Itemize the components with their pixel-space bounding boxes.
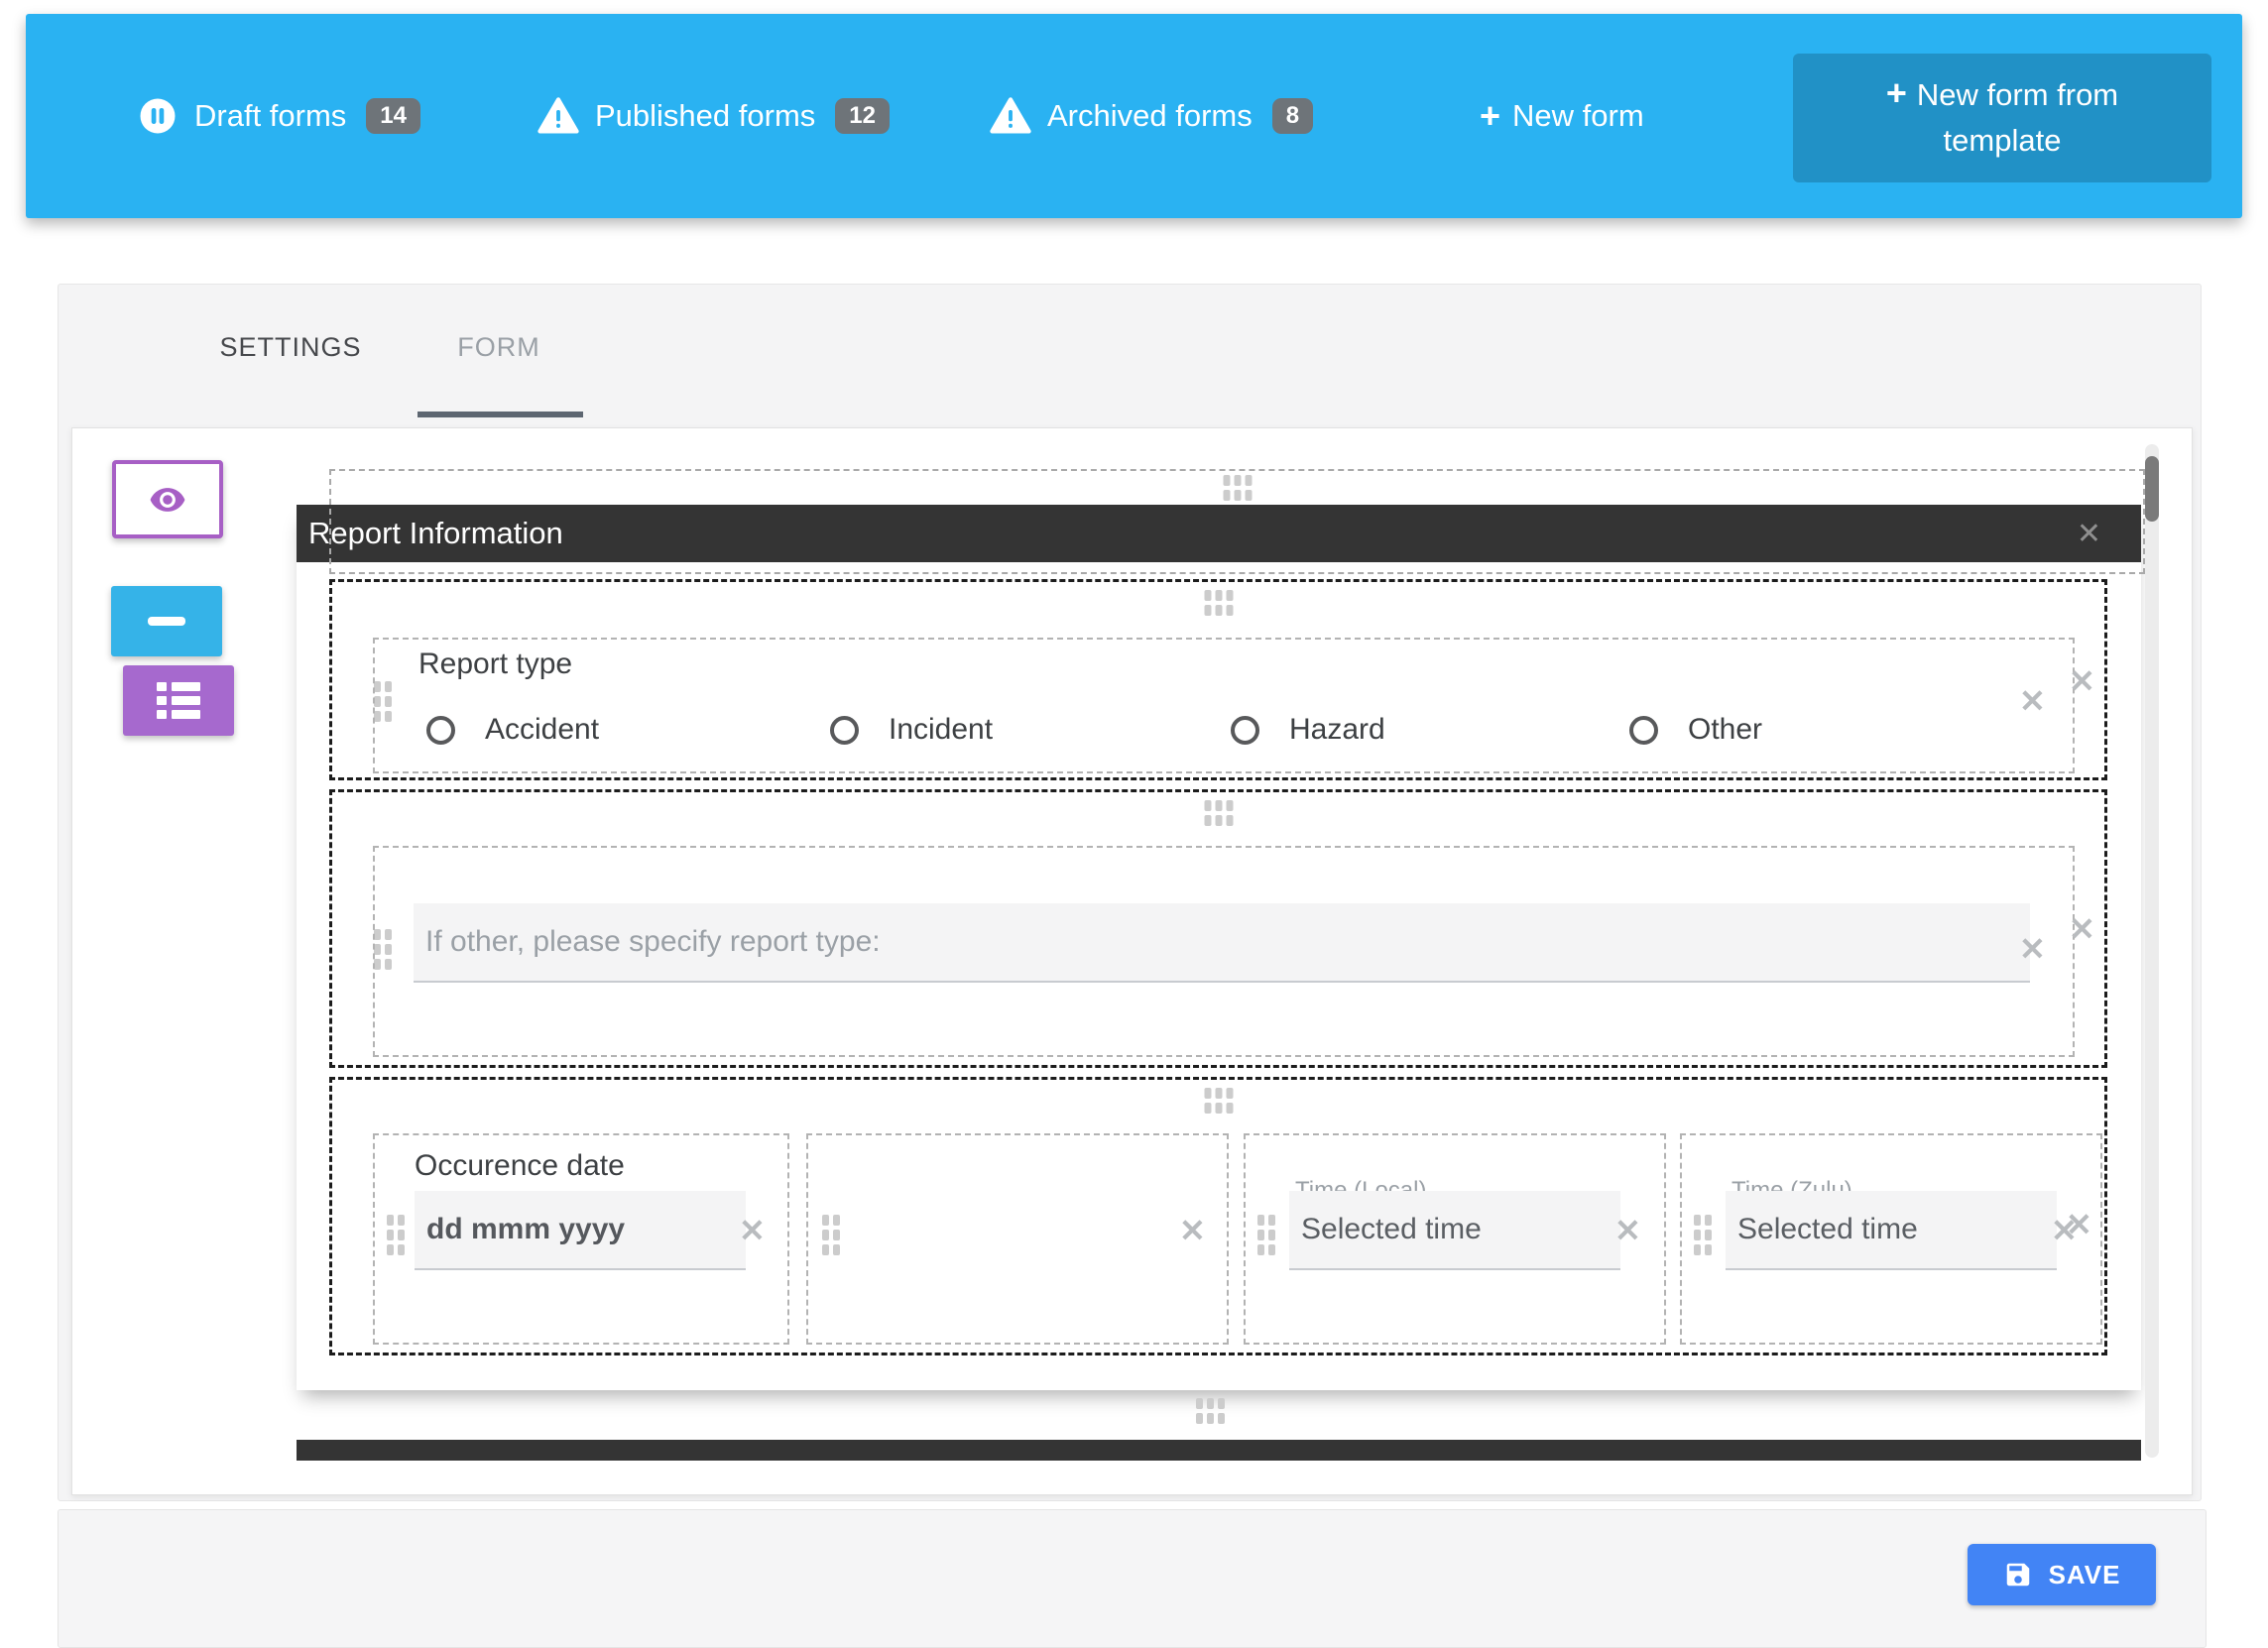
time-zulu-column: Time (Zulu) ✕ (1680, 1133, 2102, 1345)
radio-label: Hazard (1289, 713, 1385, 746)
drag-handle[interactable] (1257, 1215, 1275, 1255)
time-local-input[interactable] (1289, 1191, 1620, 1270)
report-type-element: Report type Accident Incident Hazard Oth… (373, 638, 2075, 773)
drag-handle[interactable] (822, 1215, 840, 1255)
other-specify-input[interactable] (414, 903, 2030, 983)
form-editor-card: SETTINGS FORM Report Information ✕ (58, 284, 2202, 1501)
preview-button[interactable] (112, 460, 223, 538)
warning-triangle-icon (990, 97, 1031, 134)
nav-archived-forms-label: Archived forms (1047, 98, 1253, 133)
tab-settings[interactable]: SETTINGS (219, 332, 362, 362)
radio-icon[interactable] (830, 715, 859, 745)
nav-archived-forms[interactable]: Archived forms 8 (990, 14, 1314, 218)
row-other-specify: ✕ ✕ (329, 789, 2107, 1068)
drag-handle[interactable] (1694, 1215, 1712, 1255)
occurence-date-column: Occurence date ✕ (373, 1133, 789, 1345)
other-specify-element (373, 846, 2075, 1057)
drag-handle[interactable] (1204, 800, 1233, 826)
radio-option-other[interactable]: Other (1629, 713, 1762, 747)
drag-handle[interactable] (374, 929, 392, 970)
remove-element-icon[interactable]: ✕ (739, 1213, 766, 1248)
drag-handle[interactable] (1223, 475, 1252, 501)
radio-icon[interactable] (1231, 715, 1259, 745)
remove-element-icon[interactable]: ✕ (1614, 1213, 1641, 1248)
nav-published-forms[interactable]: Published forms 12 (537, 14, 890, 218)
nav-draft-forms-label: Draft forms (194, 98, 347, 133)
save-icon (2006, 1563, 2029, 1587)
drag-handle[interactable] (374, 681, 392, 722)
panel-title: Report Information (308, 516, 563, 550)
eye-icon (150, 487, 185, 512)
row-report-type: Report type Accident Incident Hazard Oth… (329, 579, 2107, 780)
form-builder-canvas: Report Information ✕ Report type Acciden… (71, 427, 2193, 1495)
remove-element-icon[interactable]: ✕ (1179, 1213, 1206, 1248)
next-panel-header-clipped (297, 1440, 2141, 1461)
plus-icon: + (1480, 95, 1501, 136)
remove-element-icon[interactable]: ✕ (2019, 683, 2046, 719)
add-table-button[interactable] (123, 665, 234, 736)
occurence-date-input[interactable] (415, 1191, 746, 1270)
remove-row-icon[interactable]: ✕ (2069, 663, 2095, 699)
drag-handle[interactable] (1204, 1088, 1233, 1114)
close-icon[interactable]: ✕ (2076, 518, 2101, 550)
radio-option-hazard[interactable]: Hazard (1231, 713, 1385, 747)
remove-element-icon[interactable]: ✕ (2019, 931, 2046, 967)
list-icon (157, 682, 200, 719)
active-tab-indicator (418, 412, 583, 417)
nav-draft-forms[interactable]: Draft forms 14 (137, 14, 420, 218)
drag-handle[interactable] (1204, 590, 1233, 616)
remove-element-icon[interactable]: ✕ (2051, 1213, 2078, 1248)
canvas-scrollbar-thumb[interactable] (2145, 456, 2159, 522)
new-form-label: New form (1512, 98, 1644, 133)
radio-option-incident[interactable]: Incident (830, 713, 993, 747)
radio-option-accident[interactable]: Accident (426, 713, 599, 747)
radio-icon[interactable] (1629, 715, 1658, 745)
pause-circle-icon (140, 98, 176, 134)
remove-row-icon[interactable]: ✕ (2066, 1207, 2092, 1242)
archived-forms-count-badge: 8 (1271, 98, 1314, 134)
plus-icon: + (1885, 72, 1907, 113)
draft-forms-count-badge: 14 (366, 98, 420, 134)
top-header-bar: Draft forms 14 Published forms 12 Archiv… (26, 14, 2242, 218)
save-button[interactable]: SAVE (1968, 1544, 2156, 1605)
panel-header: Report Information ✕ (297, 505, 2141, 562)
empty-column: ✕ (806, 1133, 1229, 1345)
minus-icon (148, 617, 185, 626)
radio-icon[interactable] (426, 715, 455, 745)
radio-label: Incident (889, 713, 994, 746)
remove-row-icon[interactable]: ✕ (2069, 911, 2095, 947)
time-local-column: Time (Local) ✕ (1244, 1133, 1666, 1345)
new-form-from-template-label: New form from template (1916, 77, 2119, 158)
nav-published-forms-label: Published forms (595, 98, 816, 133)
new-form-button[interactable]: + New form (1480, 14, 1644, 218)
report-type-label: Report type (418, 647, 573, 680)
canvas-scrollbar-track[interactable] (2145, 444, 2159, 1458)
add-divider-button[interactable] (111, 586, 222, 656)
radio-label: Other (1688, 713, 1763, 746)
warning-triangle-icon (537, 97, 579, 134)
drag-handle[interactable] (1196, 1398, 1225, 1424)
new-form-from-template-button[interactable]: + New form from template (1793, 54, 2211, 182)
tab-form[interactable]: FORM (457, 332, 540, 362)
save-label: SAVE (2048, 1559, 2121, 1589)
radio-label: Accident (485, 713, 600, 746)
drag-handle[interactable] (387, 1215, 405, 1255)
occurence-date-label: Occurence date (415, 1149, 625, 1182)
published-forms-count-badge: 12 (835, 98, 890, 134)
row-occurence-datetime: Occurence date ✕ ✕ Time (Local) ✕ Time (… (329, 1077, 2107, 1355)
time-zulu-input[interactable] (1726, 1191, 2057, 1270)
footer-bar: SAVE (58, 1509, 2207, 1648)
